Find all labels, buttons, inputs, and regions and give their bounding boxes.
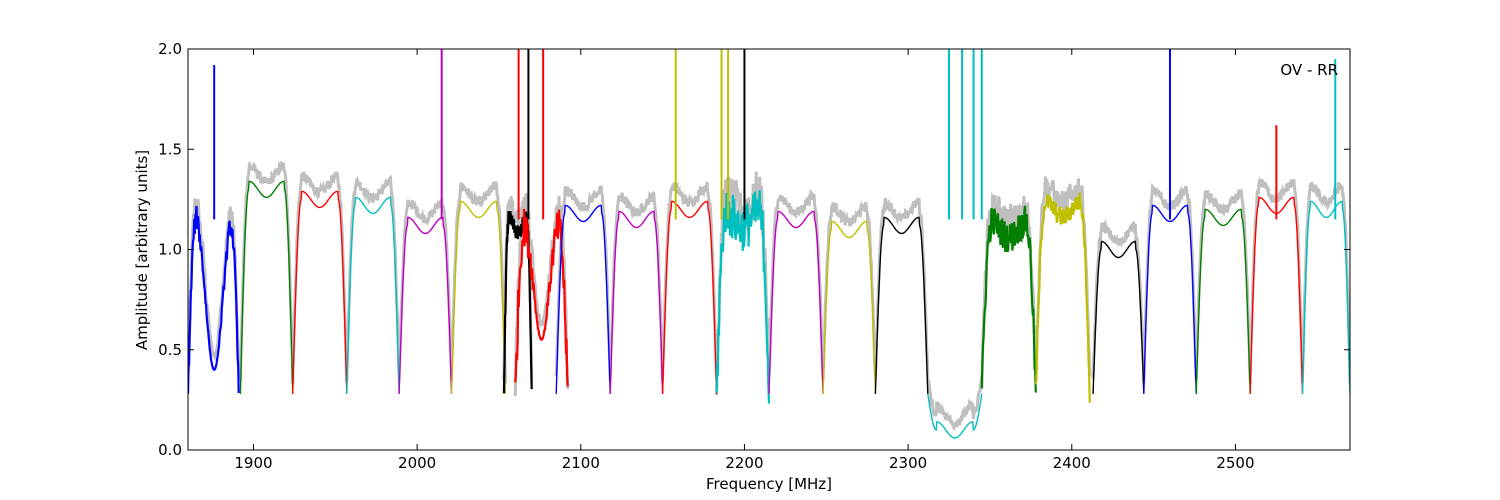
background-trace-22 bbox=[1301, 181, 1350, 384]
band-series-16 bbox=[980, 205, 1037, 393]
y-tick-label: 0.5 bbox=[158, 341, 182, 359]
band-series-13 bbox=[822, 220, 877, 394]
band-series-7 bbox=[514, 208, 569, 387]
x-tick-label: 2500 bbox=[1216, 454, 1254, 472]
band-series-14 bbox=[874, 216, 929, 394]
background-trace-5 bbox=[450, 180, 507, 383]
band-series-3 bbox=[346, 196, 400, 394]
band-series-15 bbox=[927, 393, 983, 439]
y-tick-label: 1.0 bbox=[158, 241, 182, 259]
band-series-0 bbox=[188, 205, 240, 394]
background-trace-1 bbox=[238, 160, 295, 383]
band-series-21 bbox=[1249, 196, 1304, 394]
x-axis-label: Frequency [MHz] bbox=[706, 475, 832, 493]
band-series-1 bbox=[239, 180, 294, 394]
y-tick-label: 1.5 bbox=[158, 140, 182, 158]
band-series-8 bbox=[555, 204, 611, 394]
x-tick-label: 2300 bbox=[889, 454, 927, 472]
x-tick-label: 2400 bbox=[1053, 454, 1091, 472]
series-layer bbox=[188, 49, 1350, 439]
y-tick-label: 2.0 bbox=[158, 40, 182, 58]
background-trace-18 bbox=[1091, 219, 1146, 379]
y-axis-ticks: 0.0 0.5 1.0 1.5 2.0 bbox=[158, 40, 1350, 459]
background-trace-14 bbox=[873, 197, 930, 378]
background-trace-8 bbox=[554, 185, 612, 377]
band-series-11 bbox=[715, 190, 771, 404]
band-series-12 bbox=[768, 210, 824, 394]
band-series-22 bbox=[1301, 200, 1350, 394]
band-series-10 bbox=[661, 200, 718, 394]
background-trace-12 bbox=[767, 188, 825, 378]
background-trace-2 bbox=[291, 171, 349, 384]
background-trace-17 bbox=[1034, 176, 1092, 383]
band-series-9 bbox=[609, 210, 664, 394]
band-series-20 bbox=[1195, 208, 1251, 394]
x-axis-ticks: 1900 2000 2100 2200 2300 2400 2500 bbox=[234, 49, 1255, 472]
background-trace-15 bbox=[926, 374, 984, 432]
y-tick-label: 0.0 bbox=[158, 441, 182, 459]
background-trace-13 bbox=[821, 200, 877, 381]
background-trace-7 bbox=[513, 195, 570, 396]
chart-annotation: OV - RR bbox=[1280, 61, 1338, 79]
band-series-19 bbox=[1143, 204, 1197, 394]
background-trace-9 bbox=[608, 191, 665, 383]
band-series-17 bbox=[1034, 192, 1091, 403]
x-tick-label: 2100 bbox=[562, 454, 600, 472]
y-axis-label: Amplitude [arbitrary units] bbox=[133, 150, 151, 350]
x-tick-label: 2200 bbox=[725, 454, 763, 472]
band-series-2 bbox=[292, 190, 348, 394]
background-trace-3 bbox=[345, 174, 401, 382]
background-trace-10 bbox=[661, 180, 719, 381]
x-tick-label: 2000 bbox=[398, 454, 436, 472]
background-trace-20 bbox=[1194, 188, 1252, 384]
background-trace-4 bbox=[397, 198, 453, 381]
band-series-5 bbox=[450, 200, 507, 394]
x-tick-label: 1900 bbox=[234, 454, 272, 472]
band-series-18 bbox=[1092, 240, 1145, 394]
band-series-4 bbox=[398, 216, 453, 394]
